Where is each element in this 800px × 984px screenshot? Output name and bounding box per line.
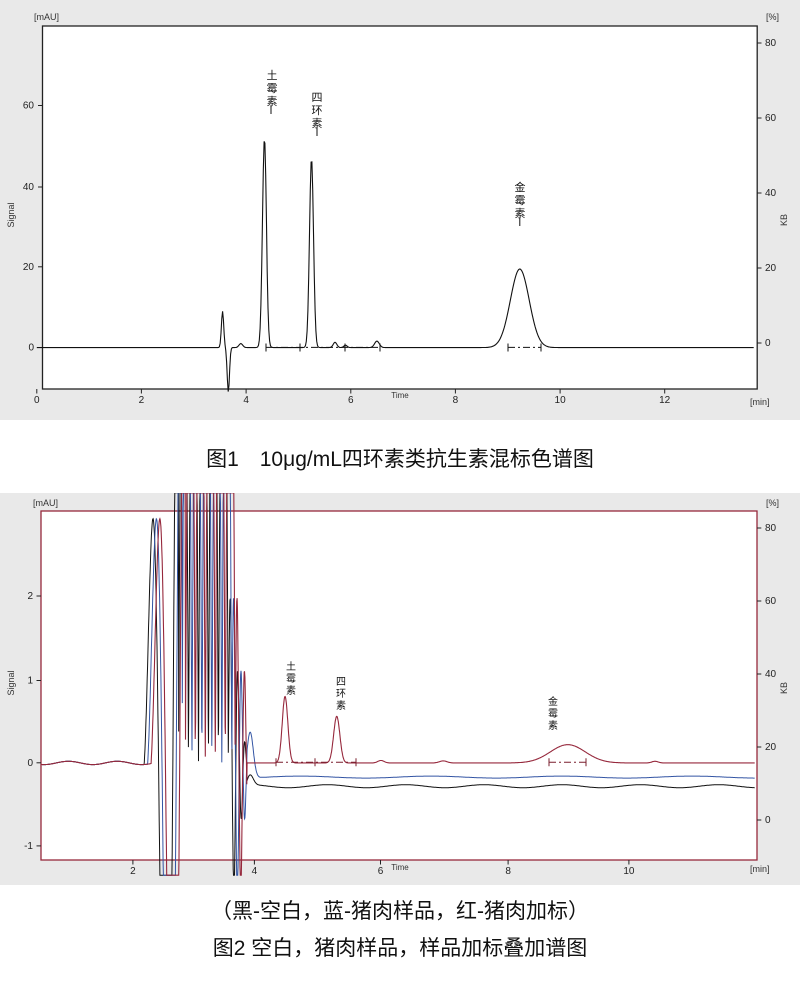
svg-text:KB: KB — [779, 682, 789, 694]
svg-text:0: 0 — [765, 338, 771, 349]
svg-text:20: 20 — [765, 263, 777, 274]
svg-text:40: 40 — [23, 182, 35, 193]
svg-text:6: 6 — [348, 395, 354, 406]
svg-text:6: 6 — [378, 866, 384, 877]
svg-text:[%]: [%] — [766, 12, 779, 22]
svg-text:Time: Time — [391, 863, 409, 872]
svg-text:2: 2 — [139, 395, 145, 406]
svg-text:80: 80 — [765, 523, 777, 534]
svg-text:8: 8 — [505, 866, 511, 877]
svg-text:Time: Time — [391, 391, 409, 400]
svg-text:40: 40 — [765, 188, 777, 199]
svg-text:20: 20 — [23, 262, 35, 273]
svg-text:Signal: Signal — [6, 670, 16, 695]
svg-text:[mAU]: [mAU] — [34, 12, 59, 22]
svg-text:[%]: [%] — [766, 498, 779, 508]
svg-text:[min]: [min] — [750, 864, 770, 874]
svg-text:10: 10 — [555, 395, 567, 406]
svg-text:60: 60 — [765, 596, 777, 607]
svg-text:8: 8 — [453, 395, 459, 406]
svg-text:-1: -1 — [24, 841, 33, 852]
svg-text:[min]: [min] — [750, 397, 770, 407]
svg-text:80: 80 — [765, 38, 777, 49]
svg-text:Signal: Signal — [6, 202, 16, 227]
svg-text:10: 10 — [623, 866, 635, 877]
svg-text:0: 0 — [27, 758, 33, 769]
svg-text:KB: KB — [779, 214, 789, 226]
svg-text:20: 20 — [765, 742, 777, 753]
svg-text:4: 4 — [252, 866, 258, 877]
svg-text:60: 60 — [765, 113, 777, 124]
svg-text:12: 12 — [659, 395, 671, 406]
svg-text:2: 2 — [130, 866, 136, 877]
svg-text:1: 1 — [27, 676, 33, 687]
svg-text:40: 40 — [765, 669, 777, 680]
svg-text:[mAU]: [mAU] — [33, 498, 58, 508]
svg-text:0: 0 — [34, 395, 40, 406]
svg-text:0: 0 — [765, 815, 771, 826]
svg-text:0: 0 — [28, 343, 34, 354]
svg-text:2: 2 — [27, 591, 33, 602]
svg-text:4: 4 — [243, 395, 249, 406]
svg-text:60: 60 — [23, 101, 35, 112]
